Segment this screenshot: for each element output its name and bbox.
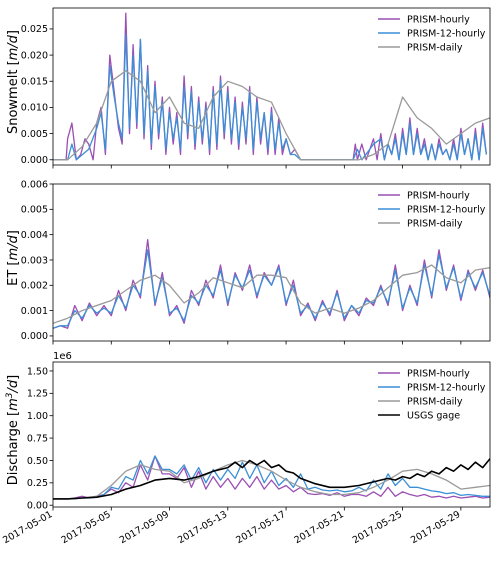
y-tick-label: 0.025 <box>21 24 48 35</box>
series-line-prism-12-hourly <box>53 249 490 329</box>
legend-label-prism-daily: PRISM-daily <box>407 218 463 229</box>
series-line-usgs-gage <box>53 458 490 500</box>
series-line-prism-12-hourly <box>53 33 488 161</box>
y-tick-label: 0.00 <box>27 501 48 512</box>
y-tick-label: 0.005 <box>21 205 48 216</box>
legend: PRISM-hourly PRISM-12-hourly PRISM-daily <box>378 14 486 53</box>
y-tick-label: 0.006 <box>21 179 48 190</box>
discharge-panel: Discharge [m3/d] 1e6 0.00 0.25 0.50 0.75 1.0… <box>1 351 491 546</box>
y-tick-label: 0.002 <box>21 281 48 292</box>
y-tick-label: 0.015 <box>21 77 48 88</box>
x-tick-label: 2017-05-05 <box>59 509 112 546</box>
y-tick-label: 0.000 <box>21 155 48 166</box>
x-tick-label: 2017-05-21 <box>293 509 346 546</box>
y-tick-label: 1.25 <box>27 389 48 400</box>
y-tick-label: 0.50 <box>27 456 48 467</box>
snowmelt-panel: Snowmelt [m/d] 0.000 0.005 0.010 0.015 0.020… <box>6 7 491 169</box>
series-lines <box>53 12 490 161</box>
y-tick-label: 0.003 <box>21 255 48 266</box>
y-tick-label: 0.000 <box>21 331 48 342</box>
legend-label-prism-daily: PRISM-daily <box>407 396 463 407</box>
x-tick-label: 2017-05-25 <box>351 509 404 546</box>
axes-frame <box>52 7 491 166</box>
legend: PRISM-hourly PRISM-12-hourly PRISM-daily <box>378 190 486 229</box>
y-tick-label: 1.50 <box>27 366 48 377</box>
x-tick-label: 2017-05-29 <box>409 509 462 546</box>
discharge-y-offset-text: 1e6 <box>53 351 72 362</box>
legend-label-usgs-gage: USGS gage <box>407 410 460 421</box>
legend-label-prism-12-hourly: PRISM-12-hourly <box>407 28 486 39</box>
axes-frame <box>52 183 491 342</box>
y-tick-label: 1.00 <box>27 411 48 422</box>
y-tick-label: 0.25 <box>27 478 48 489</box>
discharge-y-axis-label: Discharge [m3/d] <box>5 375 21 485</box>
x-tick-label: 2017-05-17 <box>234 509 287 546</box>
x-tick-label: 2017-05-09 <box>118 509 171 546</box>
x-tick-label: 2017-05-13 <box>176 509 229 546</box>
series-line-prism-hourly <box>53 455 490 500</box>
legend-label-prism-hourly: PRISM-hourly <box>407 190 470 201</box>
legend-label-prism-12-hourly: PRISM-12-hourly <box>407 204 486 215</box>
legend-label-prism-12-hourly: PRISM-12-hourly <box>407 382 486 393</box>
series-line-prism-daily <box>53 264 490 324</box>
legend-label-prism-hourly: PRISM-hourly <box>407 14 470 25</box>
y-tick-label: 0.005 <box>21 129 48 140</box>
legend: PRISM-hourly PRISM-12-hourly PRISM-daily US… <box>378 368 486 421</box>
y-tick-label: 0.010 <box>21 103 48 114</box>
legend-label-prism-daily: PRISM-daily <box>407 42 463 53</box>
legend-label-prism-hourly: PRISM-hourly <box>407 368 470 379</box>
series-lines <box>53 455 490 500</box>
series-line-prism-daily <box>53 459 490 500</box>
x-tick-label: 2017-05-01 <box>1 509 54 546</box>
y-tick-label: 0.001 <box>21 306 48 317</box>
y-tick-label: 0.004 <box>21 230 48 241</box>
snowmelt-y-axis-label: Snowmelt [m/d] <box>6 30 21 134</box>
et-panel: ET [m/d] 0.000 0.001 0.002 0.003 0.004 0.005 0… <box>6 179 491 345</box>
series-line-prism-daily <box>53 70 490 161</box>
y-tick-label: 0.75 <box>27 433 48 444</box>
y-tick-label: 0.020 <box>21 50 48 61</box>
series-lines <box>53 239 490 329</box>
axes-frame <box>52 361 491 508</box>
et-y-axis-label: ET [m/d] <box>6 230 21 286</box>
